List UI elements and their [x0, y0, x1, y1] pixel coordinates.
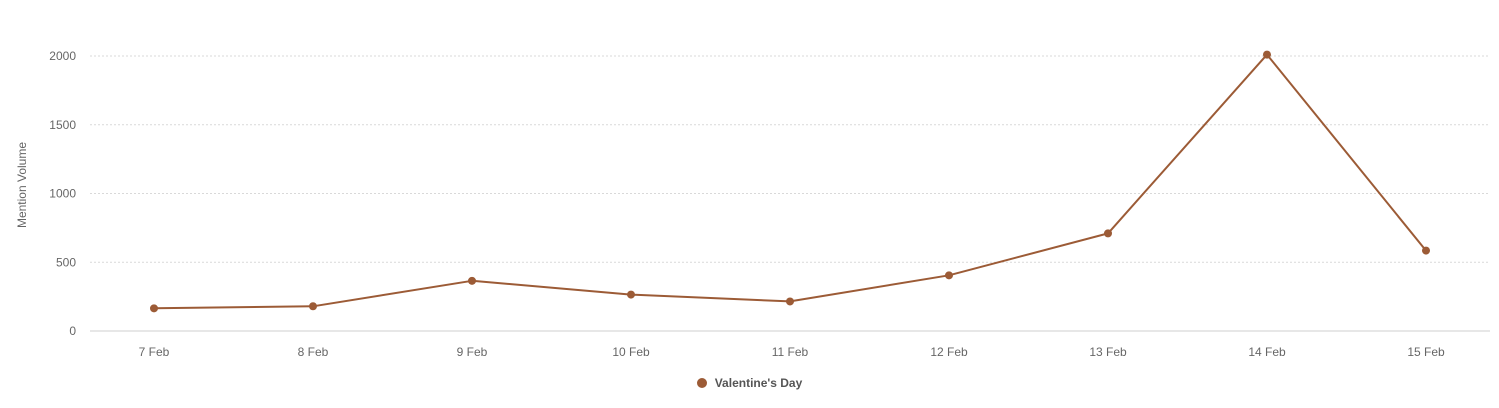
x-tick-label: 8 Feb — [298, 345, 329, 359]
data-point[interactable] — [309, 302, 317, 311]
x-tick-label: 7 Feb — [139, 345, 170, 359]
data-point[interactable] — [468, 276, 476, 285]
y-axis-ticks: 0 500 1000 1500 2000 — [49, 49, 76, 338]
x-tick-label: 14 Feb — [1248, 345, 1286, 359]
x-tick-label: 15 Feb — [1407, 345, 1445, 359]
y-tick-label: 0 — [69, 324, 76, 338]
x-tick-label: 11 Feb — [772, 345, 809, 359]
x-tick-label: 10 Feb — [612, 345, 650, 359]
x-tick-label: 12 Feb — [930, 345, 968, 359]
data-point[interactable] — [945, 271, 953, 280]
data-point[interactable] — [150, 304, 158, 313]
y-tick-label: 1000 — [49, 187, 76, 201]
legend-swatch — [696, 378, 707, 388]
data-point[interactable] — [627, 290, 635, 299]
data-point[interactable] — [1104, 229, 1112, 238]
x-tick-label: 9 Feb — [457, 345, 488, 359]
legend[interactable]: Valentine's Day — [0, 376, 1499, 390]
data-point[interactable] — [1263, 50, 1271, 59]
x-tick-label: 13 Feb — [1089, 345, 1127, 359]
series-layer — [150, 50, 1430, 313]
y-tick-label: 1500 — [49, 118, 76, 132]
data-point[interactable] — [1422, 246, 1430, 255]
legend-label: Valentine's Day — [714, 376, 803, 390]
y-axis-title: Mention Volume — [15, 142, 29, 228]
x-axis-ticks: 7 Feb 8 Feb 9 Feb 10 Feb 11 Feb 12 Feb 13 Feb 1… — [139, 345, 1445, 359]
data-point[interactable] — [786, 297, 794, 306]
y-tick-label: 2000 — [49, 49, 76, 63]
series-line — [153, 53, 1427, 310]
gridlines — [90, 55, 1490, 332]
y-tick-label: 500 — [56, 255, 76, 269]
